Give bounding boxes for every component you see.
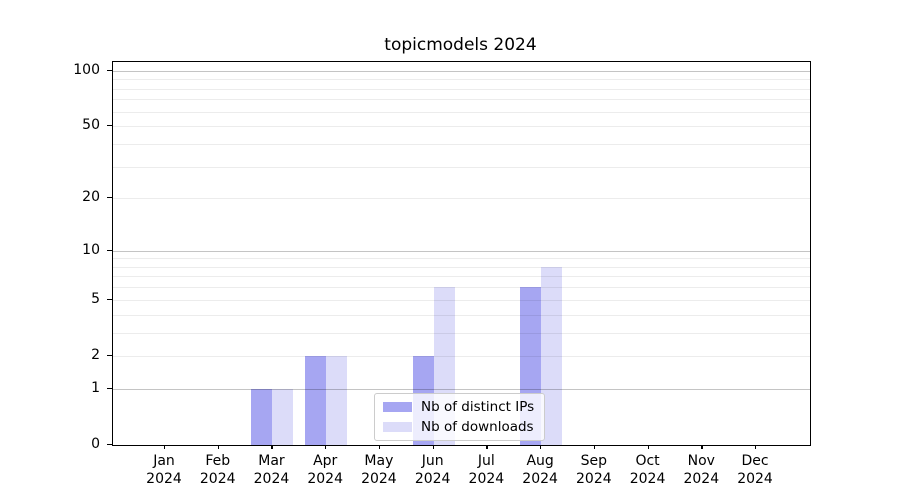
- y-tick-mark: [107, 387, 112, 390]
- x-tick-mark: [271, 445, 273, 450]
- legend-swatch-downloads: [383, 422, 412, 432]
- x-tick-label-sep: Sep 2024: [576, 453, 612, 487]
- plot-area: Nb of distinct IPs Nb of downloads: [112, 61, 811, 446]
- y-tick-mark: [107, 197, 112, 199]
- chart-title: topicmodels 2024: [384, 35, 537, 55]
- y-tick-mark: [107, 298, 112, 301]
- x-tick-mark: [217, 445, 220, 450]
- gridline-minor: [113, 111, 810, 113]
- x-tick-label-oct: Oct 2024: [629, 453, 666, 487]
- x-tick-mark: [486, 445, 488, 450]
- gridline-minor: [113, 198, 810, 200]
- legend-label-downloads: Nb of downloads: [421, 419, 534, 435]
- x-tick-label-jan: Jan 2024: [146, 453, 182, 487]
- y-tick-label: 5: [91, 290, 100, 307]
- y-tick-mark: [107, 354, 112, 357]
- legend: Nb of distinct IPs Nb of downloads: [374, 393, 546, 441]
- gridline-minor: [113, 79, 810, 81]
- legend-item-downloads: Nb of downloads: [383, 419, 534, 435]
- gridline-major: [113, 388, 810, 390]
- y-tick-label: 20: [82, 189, 100, 206]
- x-tick-mark: [325, 445, 327, 450]
- x-tick-label-aug: Aug 2024: [522, 453, 558, 487]
- x-tick-mark: [593, 445, 596, 450]
- x-tick-label-apr: Apr 2024: [307, 453, 343, 487]
- legend-item-distinct-ips: Nb of distinct IPs: [383, 399, 534, 415]
- gridline-minor: [113, 287, 810, 289]
- x-tick-mark: [701, 445, 703, 450]
- y-tick-mark: [107, 249, 112, 251]
- gridline-minor: [113, 88, 810, 90]
- gridline-major: [113, 250, 810, 252]
- gridline-minor: [113, 126, 810, 128]
- bar-distinct-ips-mar: [251, 388, 273, 445]
- y-tick-label: 1: [91, 379, 100, 396]
- legend-label-distinct-ips: Nb of distinct IPs: [421, 399, 535, 415]
- x-tick-label-dec: Dec 2024: [737, 453, 773, 487]
- gridline-major: [113, 70, 810, 72]
- gridline-minor: [113, 276, 810, 278]
- bar-distinct-ips-apr: [305, 355, 327, 445]
- x-tick-mark: [164, 445, 166, 450]
- x-tick-mark: [647, 445, 649, 450]
- y-tick-label: 50: [82, 117, 100, 134]
- y-tick-mark: [107, 125, 112, 127]
- x-tick-label-may: May 2024: [361, 453, 397, 487]
- gridline-minor: [113, 299, 810, 301]
- y-tick-label: 2: [91, 346, 100, 363]
- gridline-minor: [113, 355, 810, 357]
- x-tick-label-feb: Feb 2024: [199, 453, 236, 487]
- gridline-minor: [113, 99, 810, 101]
- x-tick-mark: [540, 445, 542, 450]
- x-tick-label-jun: Jun 2024: [414, 453, 451, 487]
- x-tick-label-jul: Jul 2024: [468, 453, 505, 487]
- y-tick-label: 10: [82, 241, 100, 258]
- gridline-minor: [113, 266, 810, 268]
- gridline-minor: [113, 143, 810, 145]
- gridline-minor: [113, 332, 810, 334]
- x-tick-mark: [432, 445, 434, 450]
- gridline-minor: [113, 258, 810, 260]
- x-tick-label-mar: Mar 2024: [253, 453, 290, 487]
- x-tick-label-nov: Nov 2024: [683, 453, 720, 487]
- gridline-minor: [113, 166, 810, 168]
- y-tick-label: 100: [73, 61, 100, 78]
- bar-downloads-apr: [326, 355, 348, 445]
- x-tick-mark: [755, 445, 757, 450]
- bar-downloads-mar: [272, 388, 294, 445]
- y-tick-label: 0: [91, 436, 100, 452]
- y-tick-mark: [107, 69, 112, 72]
- x-tick-mark: [378, 445, 381, 450]
- legend-swatch-distinct-ips: [383, 402, 412, 412]
- gridline-minor: [113, 314, 810, 316]
- bar-downloads-aug: [541, 266, 563, 445]
- y-tick-mark: [107, 444, 112, 446]
